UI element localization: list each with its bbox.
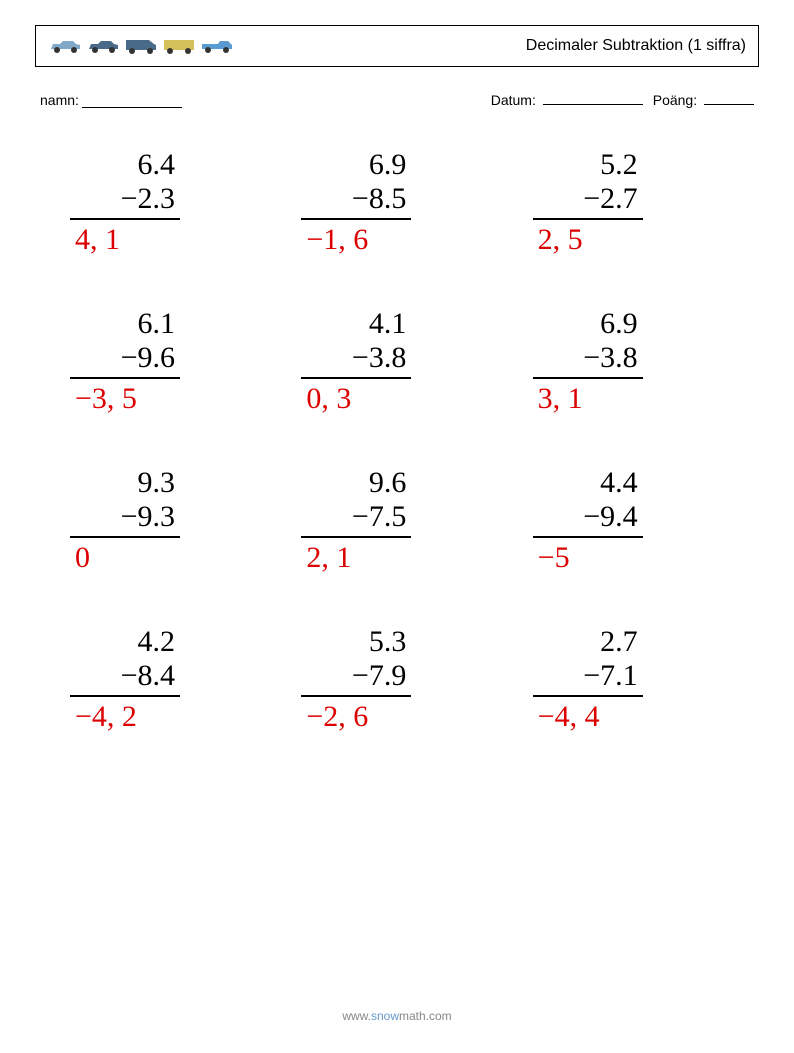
problem-nums: 9.3 −9.3 [70, 466, 180, 538]
answer: 0, 3 [301, 382, 351, 416]
minuend: 4.2 [138, 625, 181, 659]
subtrahend: −8.4 [70, 659, 180, 697]
problem-nums: 6.9 −3.8 [533, 307, 643, 379]
header-box: Decimaler Subtraktion (1 siffra) [35, 25, 759, 67]
score-blank [704, 104, 754, 105]
answer: 4, 1 [70, 223, 120, 257]
problems-grid: 6.4 −2.3 4, 1 6.9 −8.5 −1, 6 5.2 −2.7 2,… [35, 138, 759, 744]
problem: 9.3 −9.3 0 [70, 466, 261, 575]
footer-suffix: math.com [399, 1009, 452, 1023]
info-row: namn: Datum: Poäng: [35, 92, 759, 108]
answer: −5 [533, 541, 570, 575]
problem: 6.9 −3.8 3, 1 [533, 307, 724, 416]
problem-nums: 4.1 −3.8 [301, 307, 411, 379]
footer: www.snowmath.com [0, 1009, 794, 1023]
problem: 6.4 −2.3 4, 1 [70, 148, 261, 257]
answer: 0 [70, 541, 90, 575]
answer: −2, 6 [301, 700, 368, 734]
problem-nums: 4.4 −9.4 [533, 466, 643, 538]
answer: −4, 4 [533, 700, 600, 734]
score-label: Poäng: [653, 92, 697, 108]
minuend: 9.6 [369, 466, 412, 500]
minuend: 9.3 [138, 466, 181, 500]
date-score-fields: Datum: Poäng: [491, 92, 754, 108]
subtrahend: −2.7 [533, 182, 643, 220]
worksheet-title: Decimaler Subtraktion (1 siffra) [526, 37, 746, 55]
problem-nums: 6.1 −9.6 [70, 307, 180, 379]
score-field: Poäng: [653, 92, 754, 108]
problem: 4.4 −9.4 −5 [533, 466, 724, 575]
minuend: 6.4 [138, 148, 181, 182]
subtrahend: −9.3 [70, 500, 180, 538]
subtrahend: −7.1 [533, 659, 643, 697]
footer-brand: snow [371, 1009, 399, 1023]
vehicle-icons [48, 37, 235, 55]
minuend: 5.2 [600, 148, 643, 182]
subtrahend: −9.4 [533, 500, 643, 538]
name-label: namn: [40, 92, 79, 108]
subtrahend: −9.6 [70, 341, 180, 379]
minuend: 4.1 [369, 307, 412, 341]
subtrahend: −7.9 [301, 659, 411, 697]
problem: 6.1 −9.6 −3, 5 [70, 307, 261, 416]
subtrahend: −3.8 [533, 341, 643, 379]
date-label: Datum: [491, 92, 536, 108]
problem: 2.7 −7.1 −4, 4 [533, 625, 724, 734]
minuend: 6.9 [600, 307, 643, 341]
name-field: namn: [40, 92, 182, 108]
bus-icon [162, 37, 197, 55]
answer: 2, 5 [533, 223, 583, 257]
subtrahend: −3.8 [301, 341, 411, 379]
answer: −3, 5 [70, 382, 137, 416]
truck-icon [200, 37, 235, 55]
car-icon [48, 37, 83, 55]
subtrahend: −2.3 [70, 182, 180, 220]
van-icon [124, 37, 159, 55]
problem-nums: 5.3 −7.9 [301, 625, 411, 697]
problem-nums: 6.9 −8.5 [301, 148, 411, 220]
answer: −4, 2 [70, 700, 137, 734]
subtrahend: −8.5 [301, 182, 411, 220]
minuend: 6.9 [369, 148, 412, 182]
minuend: 6.1 [138, 307, 181, 341]
problem-nums: 4.2 −8.4 [70, 625, 180, 697]
date-field: Datum: [491, 92, 643, 108]
footer-prefix: www. [342, 1009, 371, 1023]
problem-nums: 5.2 −2.7 [533, 148, 643, 220]
problem: 4.2 −8.4 −4, 2 [70, 625, 261, 734]
minuend: 4.4 [600, 466, 643, 500]
car-icon [86, 37, 121, 55]
problem-nums: 2.7 −7.1 [533, 625, 643, 697]
minuend: 5.3 [369, 625, 412, 659]
problem-nums: 9.6 −7.5 [301, 466, 411, 538]
problem: 5.2 −2.7 2, 5 [533, 148, 724, 257]
name-blank [82, 107, 182, 108]
answer: 2, 1 [301, 541, 351, 575]
answer: −1, 6 [301, 223, 368, 257]
answer: 3, 1 [533, 382, 583, 416]
problem: 9.6 −7.5 2, 1 [301, 466, 492, 575]
problem: 6.9 −8.5 −1, 6 [301, 148, 492, 257]
subtrahend: −7.5 [301, 500, 411, 538]
problem: 5.3 −7.9 −2, 6 [301, 625, 492, 734]
minuend: 2.7 [600, 625, 643, 659]
date-blank [543, 104, 643, 105]
problem-nums: 6.4 −2.3 [70, 148, 180, 220]
problem: 4.1 −3.8 0, 3 [301, 307, 492, 416]
